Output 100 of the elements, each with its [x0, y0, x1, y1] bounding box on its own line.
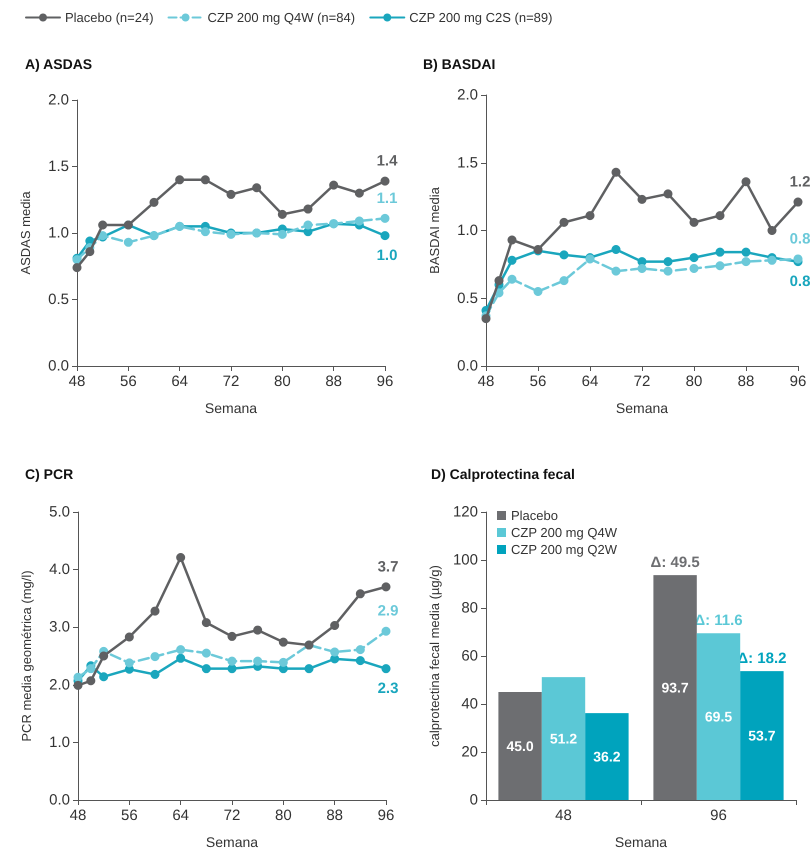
point: [382, 626, 390, 636]
x-tick-label: 64: [171, 373, 188, 390]
point: [99, 652, 108, 660]
point: [382, 582, 390, 592]
x-axis-title: Semana: [206, 834, 258, 850]
bar: [740, 671, 784, 800]
y-tick-label: 0: [470, 792, 478, 808]
x-tick-label: 88: [326, 807, 344, 824]
x-tick-label: 96: [710, 807, 727, 824]
data-label: 1.4: [376, 152, 398, 170]
bar: [498, 692, 542, 800]
point: [534, 286, 542, 296]
point: [482, 314, 490, 324]
point: [228, 632, 236, 641]
point: [175, 175, 184, 184]
point: [176, 553, 186, 562]
y-tick-label: 20: [461, 744, 478, 760]
x-tick-label: 96: [376, 373, 394, 390]
point: [690, 218, 698, 227]
point: [124, 238, 133, 247]
point: [278, 658, 288, 667]
y-tick-label: 1.0: [48, 224, 69, 242]
y-tick-label: 0.5: [48, 291, 69, 308]
point: [202, 618, 211, 628]
point: [98, 220, 108, 230]
point: [794, 198, 802, 207]
data-label: 69.5: [704, 708, 732, 725]
point: [560, 250, 568, 260]
point: [354, 216, 364, 226]
point: [252, 183, 262, 192]
x-tick-label: 48: [68, 373, 86, 390]
x-tick-label: 56: [530, 373, 546, 390]
y-tick-label: 5.0: [49, 504, 70, 520]
y-tick-label: 2.0: [48, 92, 69, 108]
y-axis-title: PCR media geométrica (mg/l): [19, 570, 34, 742]
chart-title: A) ASDAS: [25, 56, 92, 72]
point: [612, 244, 620, 254]
point: [278, 230, 287, 239]
point: [228, 664, 236, 674]
point: [150, 606, 160, 616]
y-tick-label: 100: [452, 552, 478, 568]
legend-label: Placebo (n=24): [65, 10, 154, 25]
x-axis-title: Semana: [204, 400, 258, 416]
legend-label: CZP 200 mg C2S (n=89): [409, 10, 552, 25]
data-label: 93.7: [661, 680, 689, 696]
x-tick-label: 56: [120, 373, 137, 390]
legend-label: CZP 200 mg Q4W: [511, 525, 618, 540]
bar: [542, 677, 586, 800]
legend-label: CZP 200 mg Q2W: [511, 542, 618, 557]
data-label: 1.0: [376, 247, 398, 264]
data-label: 2.3: [378, 680, 398, 698]
data-label: 3.7: [378, 558, 398, 576]
point: [124, 658, 134, 668]
y-tick-label: 60: [461, 648, 478, 664]
x-tick-label: 48: [70, 807, 86, 824]
point: [638, 264, 646, 273]
point: [382, 664, 390, 674]
point: [228, 656, 236, 666]
point: [508, 274, 516, 284]
point: [72, 263, 82, 272]
point: [329, 180, 338, 190]
x-tick-label: 64: [172, 807, 190, 824]
point: [690, 253, 698, 262]
y-axis-title: ASDAS media: [18, 190, 33, 275]
bar: [696, 633, 740, 800]
x-tick-label: 48: [478, 373, 494, 390]
y-axis-title: BASDAI media: [427, 186, 442, 274]
y-tick-label: 4.0: [49, 561, 70, 578]
data-label: 1.2: [790, 174, 810, 191]
point: [612, 266, 620, 276]
x-tick-label: 56: [120, 807, 138, 824]
x-tick-label: 80: [686, 373, 702, 390]
chart-title: C) PCR: [25, 466, 74, 482]
point: [742, 177, 750, 186]
point: [612, 168, 620, 177]
y-tick-label: 1.5: [457, 154, 478, 172]
y-tick-label: 40: [461, 696, 478, 712]
legend-label: CZP 200 mg Q4W (n=84): [208, 10, 356, 25]
y-tick-label: 0.0: [48, 358, 69, 374]
y-axis-title: calprotectina fecal media (µg/g): [427, 565, 442, 747]
point: [380, 176, 390, 186]
data-label: 51.2: [550, 730, 578, 747]
data-label: 53.7: [748, 728, 776, 744]
legend-label: Placebo: [511, 508, 558, 523]
data-label: 45.0: [506, 738, 534, 754]
point: [716, 248, 724, 257]
annotation: Δ: 49.5: [650, 554, 700, 572]
y-tick-label: 0.0: [457, 358, 478, 374]
point: [356, 656, 365, 666]
y-tick-label: 3.0: [49, 618, 70, 636]
x-axis-title: Semana: [614, 834, 668, 850]
point: [253, 626, 262, 635]
y-tick-label: 2.0: [457, 86, 478, 104]
x-tick-label: 96: [790, 373, 806, 390]
point: [86, 664, 96, 674]
data-label: 0.8: [790, 230, 810, 248]
y-tick-label: 1.5: [48, 158, 69, 175]
point: [508, 235, 516, 244]
point: [494, 276, 504, 286]
point: [176, 654, 186, 663]
